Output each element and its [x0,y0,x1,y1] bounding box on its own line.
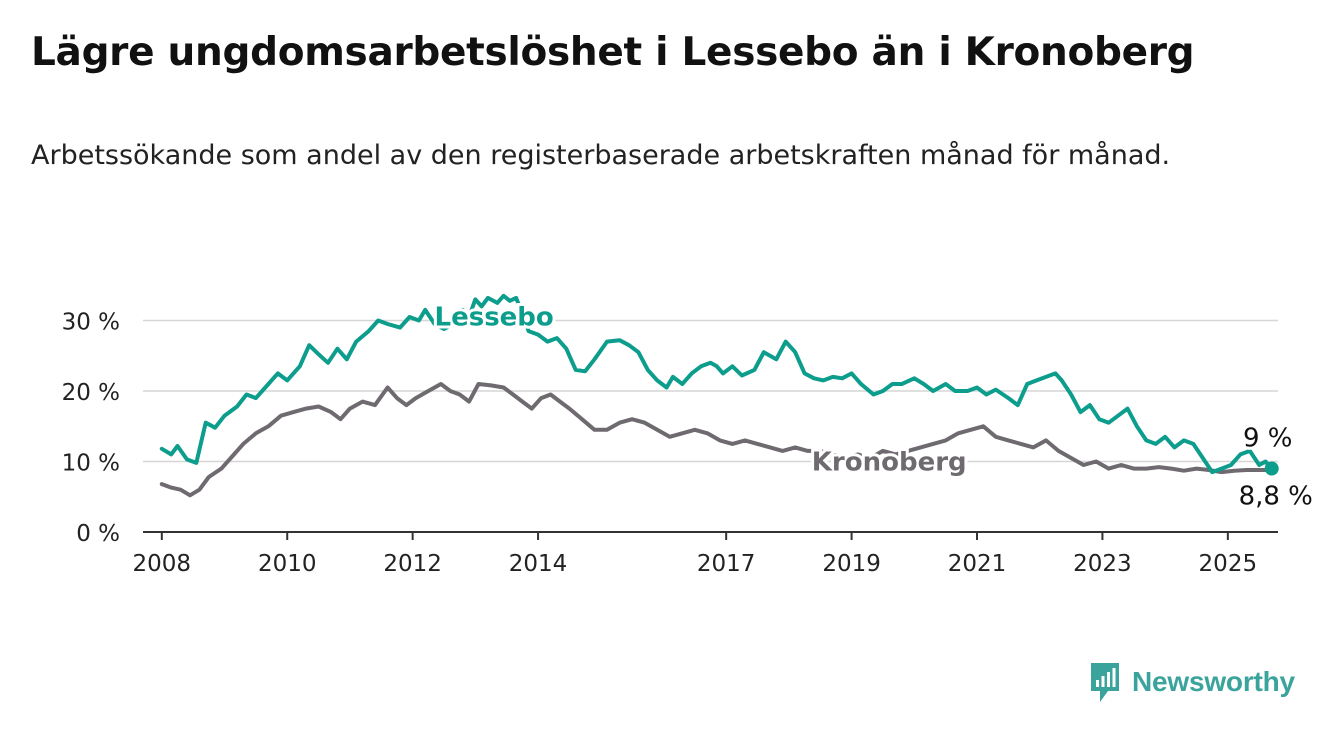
x-tick-label: 2012 [383,551,442,577]
series-labels: Lessebo Kronoberg 9 % 8,8 % [432,300,1316,515]
y-tick-label: 30 % [62,310,120,336]
chart-subtitle: Arbetssökande som andel av den registerb… [31,140,1171,171]
x-tick-label: 2019 [822,551,881,577]
grid-lines [143,319,1278,463]
x-tick-label: 2017 [697,551,756,577]
x-tick-label: 2021 [948,551,1007,577]
end-label-kronoberg: 8,8 % [1239,482,1313,512]
newsworthy-logo-icon [1091,663,1119,702]
y-tick-label: 20 % [62,380,120,406]
series-line-lessebo [159,293,1274,475]
axes: 0 % 10 % 20 % 30 % 2008 2010 2012 2014 2017 2019 2… [62,310,1278,577]
y-tick-label: 10 % [62,451,120,477]
brand-name: Newsworthy [1132,666,1295,697]
x-tick-label: 2023 [1073,551,1132,577]
end-label-lessebo: 9 % [1243,424,1293,454]
x-tick-label: 2014 [509,551,568,577]
y-tick-label: 0 % [76,521,120,547]
newsworthy-logo: Newsworthy [1088,660,1295,704]
x-tick-label: 2025 [1199,551,1258,577]
x-tick-label: 2010 [258,551,317,577]
series-label-kronoberg: Kronoberg [812,448,967,478]
series-line-kronoberg [159,382,1274,498]
series-label-lessebo: Lessebo [435,303,554,333]
end-marker-lessebo [1264,461,1279,476]
x-tick-label: 2008 [133,551,192,577]
chart-title: Lägre ungdomsarbetslöshet i Lessebo än i… [31,30,1195,75]
series-lines [159,293,1279,498]
